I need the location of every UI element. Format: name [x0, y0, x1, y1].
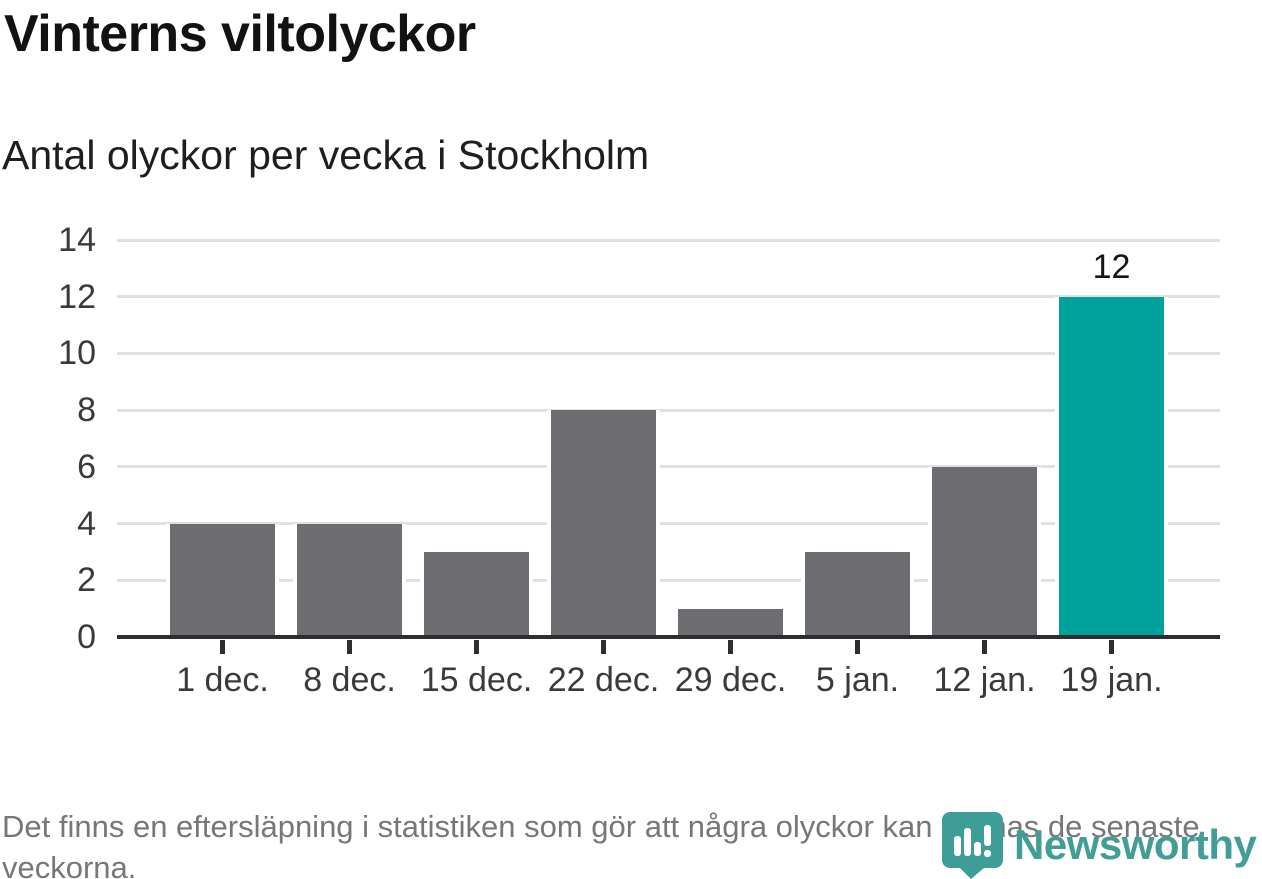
y-tick-label-10: 10: [58, 334, 96, 373]
newsworthy-wordmark: Newsworthy: [1014, 820, 1257, 868]
x-tick: [220, 640, 225, 654]
gridline-y-4: [117, 522, 1220, 526]
bar-29-dec: [678, 608, 783, 637]
plot-area: 1 dec. 8 dec. 15 dec. 22 dec. 29 dec. 5 jan. 1…: [117, 238, 1220, 699]
y-tick-label-12: 12: [58, 277, 96, 316]
x-tick-label-19-jan: 19 jan.: [1060, 661, 1163, 699]
bar-22-dec: [551, 410, 656, 637]
x-tick-label-5-jan: 5 jan.: [815, 661, 900, 699]
chart-subtitle: Antal olyckor per vecka i Stockholm: [2, 132, 650, 178]
y-tick-label-2: 2: [77, 561, 96, 600]
x-tick-label-8-dec: 8 dec.: [303, 661, 396, 699]
x-tick-label-1-dec: 1 dec.: [176, 661, 269, 699]
x-tick-label-12-jan: 12 jan.: [933, 661, 1036, 699]
gridline-y-8: [117, 408, 1220, 412]
bar-15-dec: [424, 551, 529, 637]
bar-8-dec: [297, 523, 402, 637]
x-tick-label-15-dec: 15 dec.: [420, 661, 533, 699]
newsworthy-logo: Newsworthy: [940, 810, 1257, 879]
x-tick: [601, 640, 606, 654]
gridline-y-14: [117, 238, 1220, 242]
y-tick-label-0: 0: [77, 618, 96, 656]
bar-value-label: 12: [1092, 247, 1131, 286]
x-tick-label-29-dec: 29 dec.: [674, 661, 787, 699]
y-tick-label-6: 6: [77, 447, 96, 486]
bar-12-jan: [932, 466, 1037, 637]
y-tick-label-4: 4: [77, 504, 96, 543]
x-tick: [474, 640, 479, 654]
gridline-y-6: [117, 465, 1220, 469]
x-tick: [728, 640, 733, 654]
y-axis: 0 2 4 6 8 10 12 14: [0, 221, 96, 656]
x-tick: [347, 640, 352, 654]
x-tick: [855, 640, 860, 654]
y-tick-label-8: 8: [77, 391, 96, 430]
gridline-y-2: [117, 578, 1220, 582]
x-tick: [1109, 640, 1114, 654]
x-tick: [982, 640, 987, 654]
chart-title: Vinterns viltolyckor: [4, 5, 476, 63]
gridline-y-12: [117, 295, 1220, 299]
y-tick-label-14: 14: [58, 221, 96, 259]
x-axis-line: [117, 635, 1220, 639]
x-tick-label-22-dec: 22 dec.: [547, 661, 660, 699]
bar-19-jan: [1059, 296, 1164, 637]
bar-1-dec: [170, 523, 275, 637]
bar-5-jan: [805, 551, 910, 637]
gridline-y-10: [117, 351, 1220, 355]
newsworthy-pin-barchart-icon: [942, 812, 1003, 879]
